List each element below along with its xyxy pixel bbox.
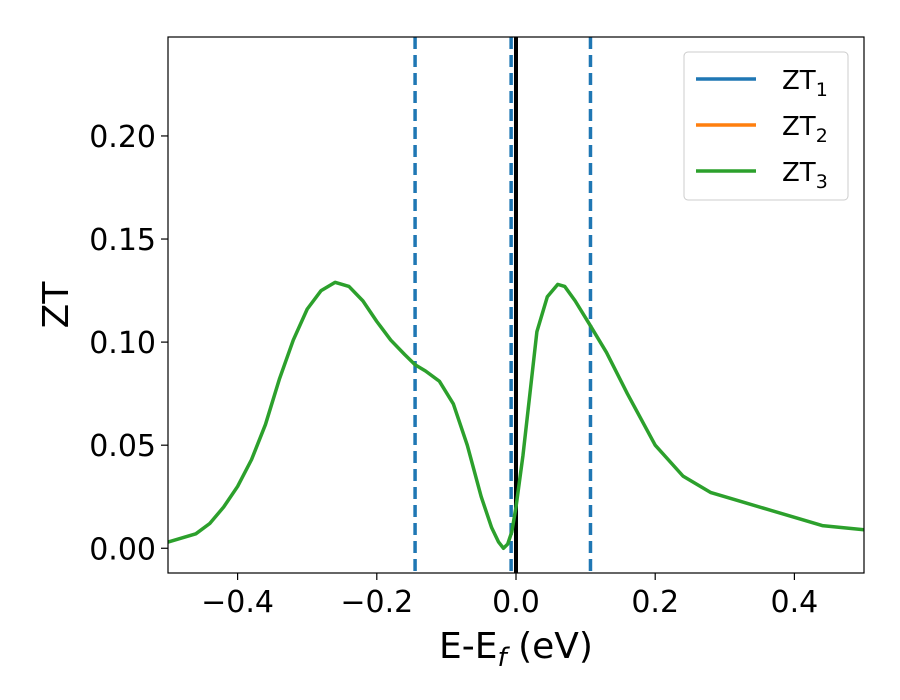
- x-tick-label: −0.4: [201, 585, 274, 620]
- y-tick-label: 0.00: [89, 532, 156, 567]
- vertical-reference-lines: [413, 37, 593, 573]
- axis-labels: E-Ef (eV) ZT: [36, 281, 593, 673]
- x-axis-label: E-Ef (eV): [439, 626, 593, 673]
- x-tick-label: 0.0: [492, 585, 540, 620]
- y-tick-label: 0.20: [89, 120, 156, 155]
- x-tick-label: 0.2: [631, 585, 679, 620]
- x-ticks: −0.4 −0.2 0.0 0.2 0.4: [201, 573, 818, 620]
- legend: ZT1 ZT2 ZT3: [683, 51, 849, 201]
- x-tick-label: −0.2: [340, 585, 413, 620]
- legend-label-zt3: ZT3: [782, 158, 828, 193]
- series-lines: [168, 280, 864, 551]
- legend-box: [683, 51, 849, 201]
- legend-label-zt1: ZT1: [782, 66, 828, 101]
- y-axis-label: ZT: [36, 281, 77, 329]
- y-tick-label: 0.05: [89, 429, 156, 464]
- legend-label-zt2: ZT2: [782, 112, 828, 147]
- series-line-zt3: [168, 280, 864, 551]
- y-tick-label: 0.10: [89, 326, 156, 361]
- y-tick-label: 0.15: [89, 223, 156, 258]
- y-ticks: 0.00 0.05 0.10 0.15 0.20: [89, 120, 168, 567]
- x-tick-label: 0.4: [771, 585, 819, 620]
